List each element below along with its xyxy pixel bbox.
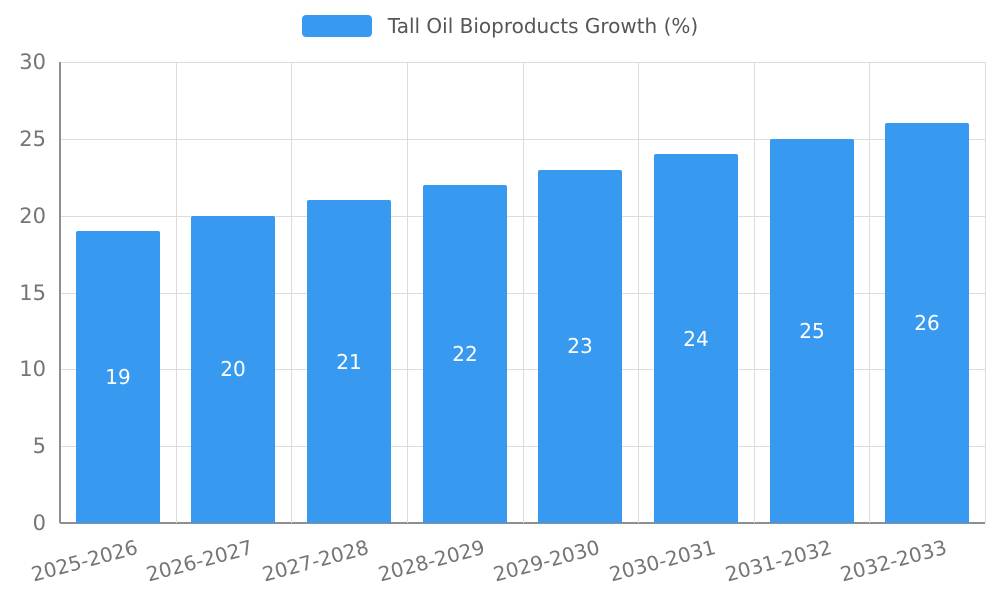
bar[interactable] <box>76 231 160 523</box>
gridline-horizontal <box>60 139 985 140</box>
y-axis-line <box>59 62 61 523</box>
bar-value-label: 24 <box>683 327 709 351</box>
bar[interactable] <box>191 216 275 523</box>
bar[interactable] <box>538 170 622 523</box>
bar-value-label: 25 <box>799 319 825 343</box>
gridline-vertical <box>638 62 639 523</box>
gridline-vertical <box>176 62 177 523</box>
gridline-vertical <box>291 62 292 523</box>
x-tick-label: 2029-2030 <box>490 535 603 587</box>
x-tick-label: 2031-2032 <box>722 535 835 587</box>
x-tick-label: 2030-2031 <box>606 535 719 587</box>
x-tick-label: 2028-2029 <box>375 535 488 587</box>
gridline-vertical <box>985 62 986 523</box>
y-tick-label: 25 <box>19 127 46 151</box>
y-tick-label: 20 <box>19 204 46 228</box>
bar[interactable] <box>654 154 738 523</box>
bar-value-label: 22 <box>452 342 478 366</box>
bar-value-label: 26 <box>914 311 940 335</box>
gridline-horizontal <box>60 62 985 63</box>
bar-value-label: 23 <box>567 334 593 358</box>
gridline-vertical <box>407 62 408 523</box>
gridline-horizontal <box>60 293 985 294</box>
gridline-horizontal <box>60 216 985 217</box>
bar-value-label: 20 <box>220 357 246 381</box>
bar[interactable] <box>770 139 854 523</box>
y-tick-label: 5 <box>32 434 46 458</box>
legend-swatch <box>301 15 372 37</box>
y-tick-label: 10 <box>19 357 46 381</box>
x-tick-label: 2026-2027 <box>143 535 256 587</box>
gridline-vertical <box>869 62 870 523</box>
x-tick-label: 2027-2028 <box>259 535 372 587</box>
gridline-vertical <box>754 62 755 523</box>
x-axis-line <box>60 522 985 524</box>
legend[interactable]: Tall Oil Bioproducts Growth (%) <box>0 14 1000 38</box>
gridline-horizontal <box>60 446 985 447</box>
x-tick-label: 2025-2026 <box>28 535 141 587</box>
gridline-horizontal <box>60 369 985 370</box>
x-tick-label: 2032-2033 <box>837 535 950 587</box>
y-tick-label: 30 <box>19 50 46 74</box>
bar[interactable] <box>885 123 969 523</box>
legend-label: Tall Oil Bioproducts Growth (%) <box>387 14 699 38</box>
gridline-vertical <box>523 62 524 523</box>
bar[interactable] <box>307 200 391 523</box>
bar-value-label: 19 <box>105 365 131 389</box>
y-tick-label: 15 <box>19 281 46 305</box>
bar[interactable] <box>423 185 507 523</box>
bar-value-label: 21 <box>336 350 362 374</box>
y-tick-label: 0 <box>32 511 46 535</box>
